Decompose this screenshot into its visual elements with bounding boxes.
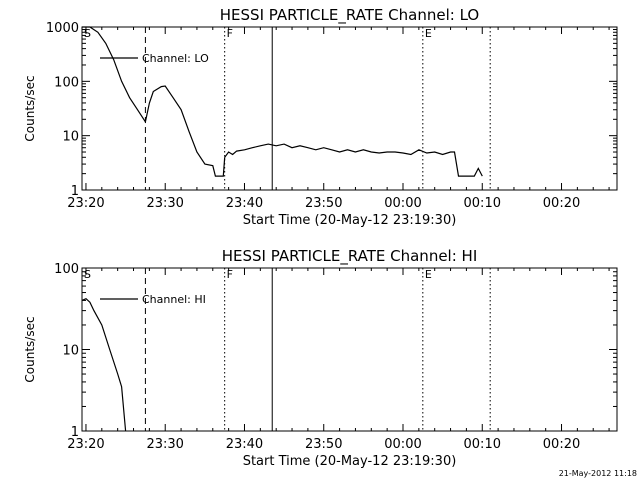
event-marker-label: S — [84, 27, 91, 40]
y-tick-label: 100 — [54, 262, 79, 277]
y-tick-label: 10 — [62, 344, 79, 359]
chart-title: HESSI PARTICLE_RATE Channel: HI — [222, 247, 478, 266]
y-axis-label: Counts/sec — [23, 316, 37, 382]
event-marker-label: E — [425, 268, 432, 281]
y-axis-label: Counts/sec — [23, 75, 37, 141]
chart-panel-1: HESSI PARTICLE_RATE Channel: LO Counts/se… — [23, 6, 618, 228]
event-marker-label: F — [227, 268, 233, 281]
x-tick-label: 23:30 — [146, 437, 183, 452]
data-series-line — [224, 143, 483, 177]
y-tick-label: 100 — [54, 75, 79, 90]
x-tick-label: 23:20 — [67, 196, 104, 211]
x-tick-label: 23:40 — [226, 437, 263, 452]
event-marker-label: S — [84, 268, 91, 281]
x-tick-label: 23:50 — [305, 437, 342, 452]
x-tick-label: 00:00 — [384, 196, 421, 211]
charts-container: HESSI PARTICLE_RATE Channel: LO Counts/se… — [23, 6, 618, 469]
x-axis-label: Start Time (20-May-12 23:19:30) — [243, 454, 457, 469]
chart-title: HESSI PARTICLE_RATE Channel: LO — [220, 6, 479, 25]
x-tick-label: 00:10 — [464, 196, 501, 211]
x-tick-label: 23:30 — [146, 196, 183, 211]
legend-label: Channel: LO — [142, 52, 209, 65]
footer-timestamp: 21-May-2012 11:18 — [559, 469, 637, 478]
x-tick-label: 00:20 — [543, 437, 580, 452]
x-tick-label: 00:20 — [543, 196, 580, 211]
x-tick-label: 23:40 — [226, 196, 263, 211]
x-axis-label: Start Time (20-May-12 23:19:30) — [243, 213, 457, 228]
data-series-line — [82, 26, 226, 177]
y-tick-label: 1000 — [46, 21, 79, 36]
y-tick-label: 1 — [71, 184, 79, 199]
event-marker-label: E — [425, 27, 432, 40]
x-tick-label: 23:50 — [305, 196, 342, 211]
y-tick-label: 10 — [62, 130, 79, 145]
legend-label: Channel: HI — [142, 293, 206, 306]
x-tick-label: 00:10 — [464, 437, 501, 452]
y-tick-label: 1 — [71, 425, 79, 440]
chart-panel-2: HESSI PARTICLE_RATE Channel: HI Counts/se… — [23, 247, 618, 469]
event-marker-label: F — [227, 27, 233, 40]
x-tick-label: 00:00 — [384, 437, 421, 452]
data-series-line — [81, 297, 127, 432]
x-tick-label: 23:20 — [67, 437, 104, 452]
